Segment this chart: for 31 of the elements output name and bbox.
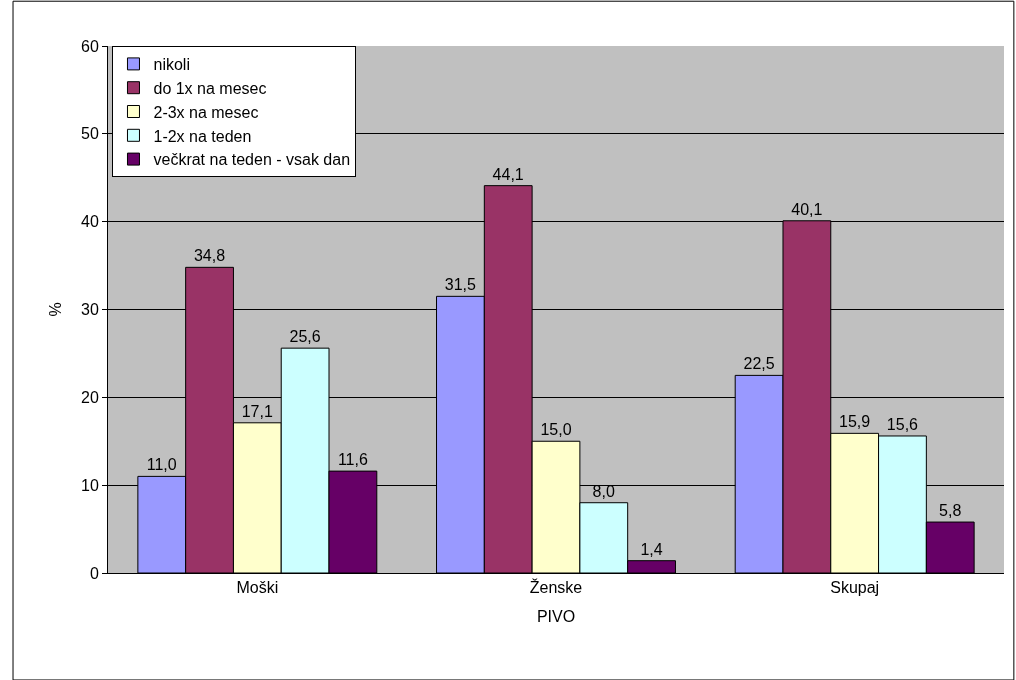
- y-tick-label: 0: [89, 564, 99, 582]
- data-label: 1,4: [640, 540, 663, 558]
- legend-label: do 1x na mesec: [153, 79, 267, 97]
- x-tick-label: Skupaj: [830, 579, 880, 597]
- data-label: 22,5: [743, 355, 775, 373]
- y-tick-label: 10: [81, 476, 99, 494]
- legend-label: večkrat na teden - vsak dan: [153, 151, 351, 169]
- legend-label: 2-3x na mesec: [153, 103, 259, 121]
- y-axis-title: %: [46, 302, 64, 317]
- data-label: 15,9: [839, 413, 871, 431]
- data-label: 15,0: [540, 421, 572, 439]
- legend-label: 1-2x na teden: [153, 127, 252, 145]
- data-label: 11,0: [146, 456, 177, 474]
- data-label: 25,6: [289, 328, 321, 346]
- data-label: 40,1: [791, 200, 823, 218]
- y-tick-label: 60: [81, 37, 99, 55]
- x-axis-title: PIVO: [536, 607, 576, 625]
- x-tick-label: Ženske: [529, 578, 583, 597]
- legend-label: nikoli: [153, 56, 190, 74]
- data-label: 31,5: [444, 276, 477, 294]
- x-tick-label: Moški: [236, 579, 279, 597]
- y-tick-label: 40: [81, 213, 99, 231]
- y-tick-label: 50: [81, 125, 99, 143]
- y-tick-label: 20: [81, 388, 99, 406]
- data-label: 44,1: [492, 165, 524, 183]
- data-label: 15,6: [886, 415, 919, 433]
- data-label: 34,8: [193, 247, 226, 265]
- y-tick-label: 30: [81, 301, 99, 319]
- data-label: 17,1: [241, 402, 273, 420]
- data-label: 11,6: [337, 451, 368, 469]
- data-label: 5,8: [939, 502, 962, 520]
